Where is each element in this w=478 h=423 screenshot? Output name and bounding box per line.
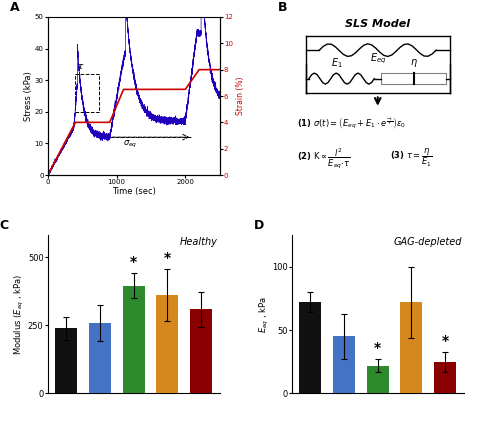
Text: $\mathbf{(1)}$ $\sigma(t) = \left(E_{eq} + E_1 \cdot e^{\frac{-t}{\tau}}\right)\: $\mathbf{(1)}$ $\sigma(t) = \left(E_{eq}… [297,115,406,131]
Text: $\mathbf{(3)}$ $\tau = \dfrac{\eta}{E_1}$: $\mathbf{(3)}$ $\tau = \dfrac{\eta}{E_1}… [390,147,433,169]
Y-axis label: Stress (kPa): Stress (kPa) [24,71,33,121]
Text: *: * [374,341,381,355]
Text: $\eta$: $\eta$ [410,57,418,69]
Bar [190,309,212,393]
Bar [333,336,355,393]
Text: B: B [278,0,288,14]
Text: D: D [254,219,264,232]
Bar [401,302,423,393]
Text: *: * [164,251,171,265]
Bar [381,73,446,84]
Bar [156,295,178,393]
Text: $\sigma_{eq}$: $\sigma_{eq}$ [123,138,138,150]
Text: Healthy: Healthy [180,237,218,247]
Text: C: C [0,219,9,232]
Bar [367,365,389,393]
Y-axis label: Strain (%): Strain (%) [236,77,245,115]
Text: $\tau$: $\tau$ [77,62,85,71]
Bar [89,323,111,393]
Bar [434,362,456,393]
Text: $E_1$: $E_1$ [331,56,342,70]
X-axis label: Time (sec): Time (sec) [112,187,156,196]
Text: *: * [130,255,137,269]
Text: GAG-depleted: GAG-depleted [393,237,462,247]
Bar [123,286,145,393]
Y-axis label: Modulus ($E_{eq}$ , kPa): Modulus ($E_{eq}$ , kPa) [13,274,26,355]
Y-axis label: $E_{eq}$ , kPa: $E_{eq}$ , kPa [258,296,271,333]
Bar [55,329,77,393]
Text: A: A [10,0,20,14]
Text: SLS Model: SLS Model [345,19,410,28]
Text: $\mathbf{(2)}$ $\mathrm{K} \propto \dfrac{l^2}{E_{eq}{\cdot}\tau}$: $\mathbf{(2)}$ $\mathrm{K} \propto \dfra… [297,147,350,171]
Text: *: * [442,334,449,348]
Bar [299,302,321,393]
Text: $E_{eq}$: $E_{eq}$ [369,52,386,66]
